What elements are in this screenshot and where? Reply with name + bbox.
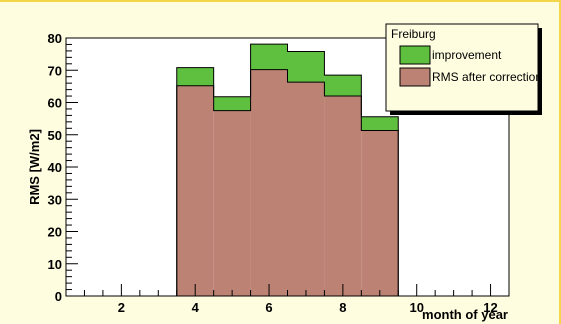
bar-rms-4 — [176, 85, 214, 296]
x-axis-title: month of year — [422, 307, 508, 322]
bar-improvement-5 — [213, 96, 251, 111]
bar-improvement-4 — [176, 67, 214, 86]
y-tick-label: 80 — [48, 31, 62, 46]
y-tick-label: 30 — [48, 192, 62, 207]
y-tick-label: 40 — [48, 160, 62, 175]
bar-rms-8 — [324, 96, 362, 296]
bar-rms-9 — [361, 130, 399, 296]
total-outline — [176, 43, 399, 296]
x-tick-label: 6 — [265, 300, 272, 315]
y-tick-label: 70 — [48, 63, 62, 78]
bar-rms-7 — [287, 82, 325, 297]
y-tick-label: 20 — [48, 225, 62, 240]
y-tick-label: 50 — [48, 128, 62, 143]
legend-title: Freiburg — [391, 27, 436, 41]
y-tick-label: 60 — [48, 96, 62, 111]
bar-improvement-7 — [287, 51, 325, 83]
bar-rms-5 — [213, 110, 251, 296]
bar-improvement-8 — [324, 75, 362, 97]
bar-rms-6 — [250, 69, 288, 296]
legend-swatch-improvement — [399, 45, 431, 65]
bar-improvement-6 — [250, 44, 288, 70]
legend-label-improvement: improvement — [432, 48, 502, 62]
y-tick-label: 10 — [48, 257, 62, 272]
x-tick-label: 8 — [339, 300, 346, 315]
x-tick-label: 12 — [483, 300, 497, 315]
x-tick-label: 2 — [118, 300, 125, 315]
legend-label-rms: RMS after correction — [432, 70, 542, 84]
bars-group — [176, 43, 399, 297]
legend: Freiburg improvement RMS after correctio… — [385, 23, 542, 115]
axes-group: 0 10 20 30 40 50 60 70 80 2 4 6 8 10 12 — [48, 31, 510, 315]
x-tick-label: 4 — [192, 300, 200, 315]
x-tick-label: 10 — [409, 300, 423, 315]
y-axis-title: RMS [W/m2] — [27, 129, 42, 205]
bar-improvement-9 — [361, 116, 399, 131]
y-tick-label: 0 — [55, 289, 62, 304]
legend-swatch-rms — [399, 67, 431, 87]
